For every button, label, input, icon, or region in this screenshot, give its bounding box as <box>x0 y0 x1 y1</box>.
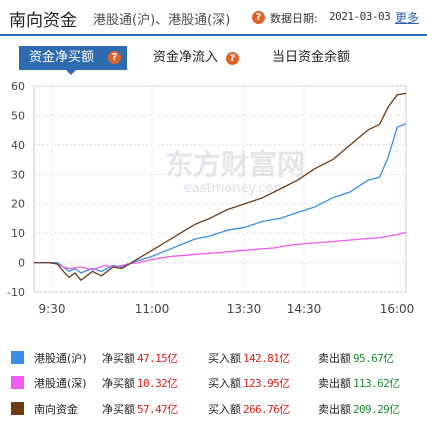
x-tick-label: 13:30 <box>227 302 262 316</box>
more-link[interactable]: 更多 <box>395 11 420 25</box>
tab-label: 资金净买额 <box>29 50 95 65</box>
legend-row: 南向资金 净买额 57.47亿 买入额 266.76亿 卖出额 209.29亿 <box>0 397 427 421</box>
legend-series-name: 南向资金 <box>34 403 78 416</box>
series-line <box>34 92 407 281</box>
tab-daily-balance[interactable]: 当日资金余额 <box>272 46 350 70</box>
buy-value: 142.81亿 <box>243 352 290 365</box>
watermark-text: eastmoney.com <box>184 181 286 196</box>
line-chart: 60 50 40 30 20 10 0 -10 9:30 11:00 13:30 14:30 16:00… <box>7 80 415 316</box>
y-tick-label: 60 <box>11 80 25 93</box>
page-title: 南向资金 <box>9 11 77 31</box>
net-buy-value: 47.15亿 <box>137 352 178 365</box>
y-tick-label: 40 <box>11 139 25 152</box>
y-tick-label: 10 <box>11 227 25 240</box>
legend-swatch <box>11 402 24 415</box>
series-line <box>34 231 407 271</box>
help-icon[interactable]: ? <box>252 11 265 24</box>
buy-value: 266.76亿 <box>243 403 290 416</box>
legend-row: 港股通(沪) 净买额 47.15亿 买入额 142.81亿 卖出额 95.67亿 <box>0 346 427 370</box>
net-buy-label: 净买额 <box>102 403 135 416</box>
help-icon[interactable]: ? <box>226 52 239 65</box>
series-line <box>34 123 407 274</box>
net-buy-value: 10.32亿 <box>137 377 178 390</box>
x-tick-label: 14:30 <box>287 302 322 316</box>
y-tick-label: 30 <box>11 168 25 181</box>
buy-label: 买入额 <box>208 377 241 390</box>
sell-label: 卖出额 <box>318 352 351 365</box>
header-divider <box>0 34 427 36</box>
active-tab-caret <box>66 70 76 75</box>
legend-row: 港股通(深) 净买额 10.32亿 买入额 123.95亿 卖出额 113.62… <box>0 371 427 395</box>
date-value: 2021-03-03 <box>329 10 391 23</box>
sell-label: 卖出额 <box>318 403 351 416</box>
sell-value: 95.67亿 <box>353 352 394 365</box>
legend-series-name: 港股通(深) <box>34 377 87 390</box>
y-tick-label: 50 <box>11 109 25 122</box>
x-tick-label: 16:00 <box>380 302 415 316</box>
y-tick-label: 0 <box>18 257 25 270</box>
sell-value: 113.62亿 <box>353 377 400 390</box>
chart-area: 60 50 40 30 20 10 0 -10 9:30 11:00 13:30 14:30 16:00… <box>0 78 427 318</box>
tab-label: 当日资金余额 <box>272 50 351 65</box>
plot-frame <box>33 85 407 293</box>
tab-label: 资金净流入 <box>153 50 219 65</box>
watermark-text: 东方财富网 <box>165 148 305 181</box>
tab-net-inflow[interactable]: 资金净流入 ? <box>153 46 239 70</box>
x-tick-label: 9:30 <box>39 302 66 316</box>
y-tick-label: 20 <box>11 198 25 211</box>
page-subtitle: 港股通(沪)、港股通(深) <box>93 13 231 28</box>
y-tick-label: -10 <box>7 286 25 299</box>
legend-swatch <box>11 351 24 364</box>
sell-value: 209.29亿 <box>353 403 400 416</box>
buy-value: 123.95亿 <box>243 377 290 390</box>
net-buy-label: 净买额 <box>102 352 135 365</box>
buy-label: 买入额 <box>208 352 241 365</box>
date-label: 数据日期: <box>270 12 318 25</box>
sell-label: 卖出额 <box>318 377 351 390</box>
tab-net-buy[interactable]: 资金净买额 ? <box>19 46 127 70</box>
help-icon[interactable]: ? <box>108 51 121 64</box>
header: 南向资金 港股通(沪)、港股通(深) ? 数据日期: 2021-03-03 更多 <box>0 0 427 34</box>
net-buy-value: 57.47亿 <box>137 403 178 416</box>
legend-series-name: 港股通(沪) <box>34 352 87 365</box>
legend-swatch <box>11 376 24 389</box>
buy-label: 买入额 <box>208 403 241 416</box>
net-buy-label: 净买额 <box>102 377 135 390</box>
x-tick-label: 11:00 <box>135 302 170 316</box>
